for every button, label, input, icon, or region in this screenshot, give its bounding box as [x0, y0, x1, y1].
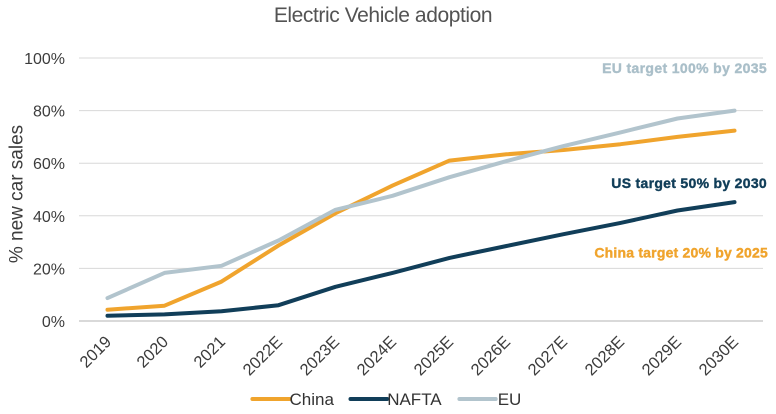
svg-text:2024E: 2024E [354, 333, 400, 379]
svg-text:2027E: 2027E [525, 333, 571, 379]
svg-text:2025E: 2025E [411, 333, 457, 379]
svg-text:2019: 2019 [76, 333, 115, 372]
svg-text:60%: 60% [33, 156, 65, 173]
svg-text:2028E: 2028E [582, 333, 628, 379]
svg-text:2020: 2020 [133, 333, 172, 372]
svg-text:80%: 80% [33, 104, 65, 121]
svg-text:40%: 40% [33, 209, 65, 226]
svg-text:EU: EU [498, 390, 522, 409]
svg-text:2026E: 2026E [468, 333, 514, 379]
svg-text:2029E: 2029E [639, 333, 685, 379]
svg-text:China target 20% by 2025: China target 20% by 2025 [594, 245, 768, 261]
svg-text:0%: 0% [42, 314, 65, 331]
svg-text:2030E: 2030E [696, 333, 742, 379]
svg-text:20%: 20% [33, 261, 65, 278]
svg-text:% new car sales: % new car sales [6, 125, 27, 263]
svg-text:2021: 2021 [190, 333, 229, 372]
svg-text:2022E: 2022E [240, 333, 286, 379]
svg-text:EU target 100% by 2035: EU target 100% by 2035 [602, 60, 767, 76]
svg-text:US target 50% by 2030: US target 50% by 2030 [611, 175, 767, 191]
svg-text:2023E: 2023E [297, 333, 343, 379]
svg-text:China: China [290, 390, 335, 409]
svg-text:Electric Vehicle adoption: Electric Vehicle adoption [274, 4, 492, 27]
svg-text:NAFTA: NAFTA [387, 390, 442, 409]
svg-text:100%: 100% [24, 51, 65, 68]
